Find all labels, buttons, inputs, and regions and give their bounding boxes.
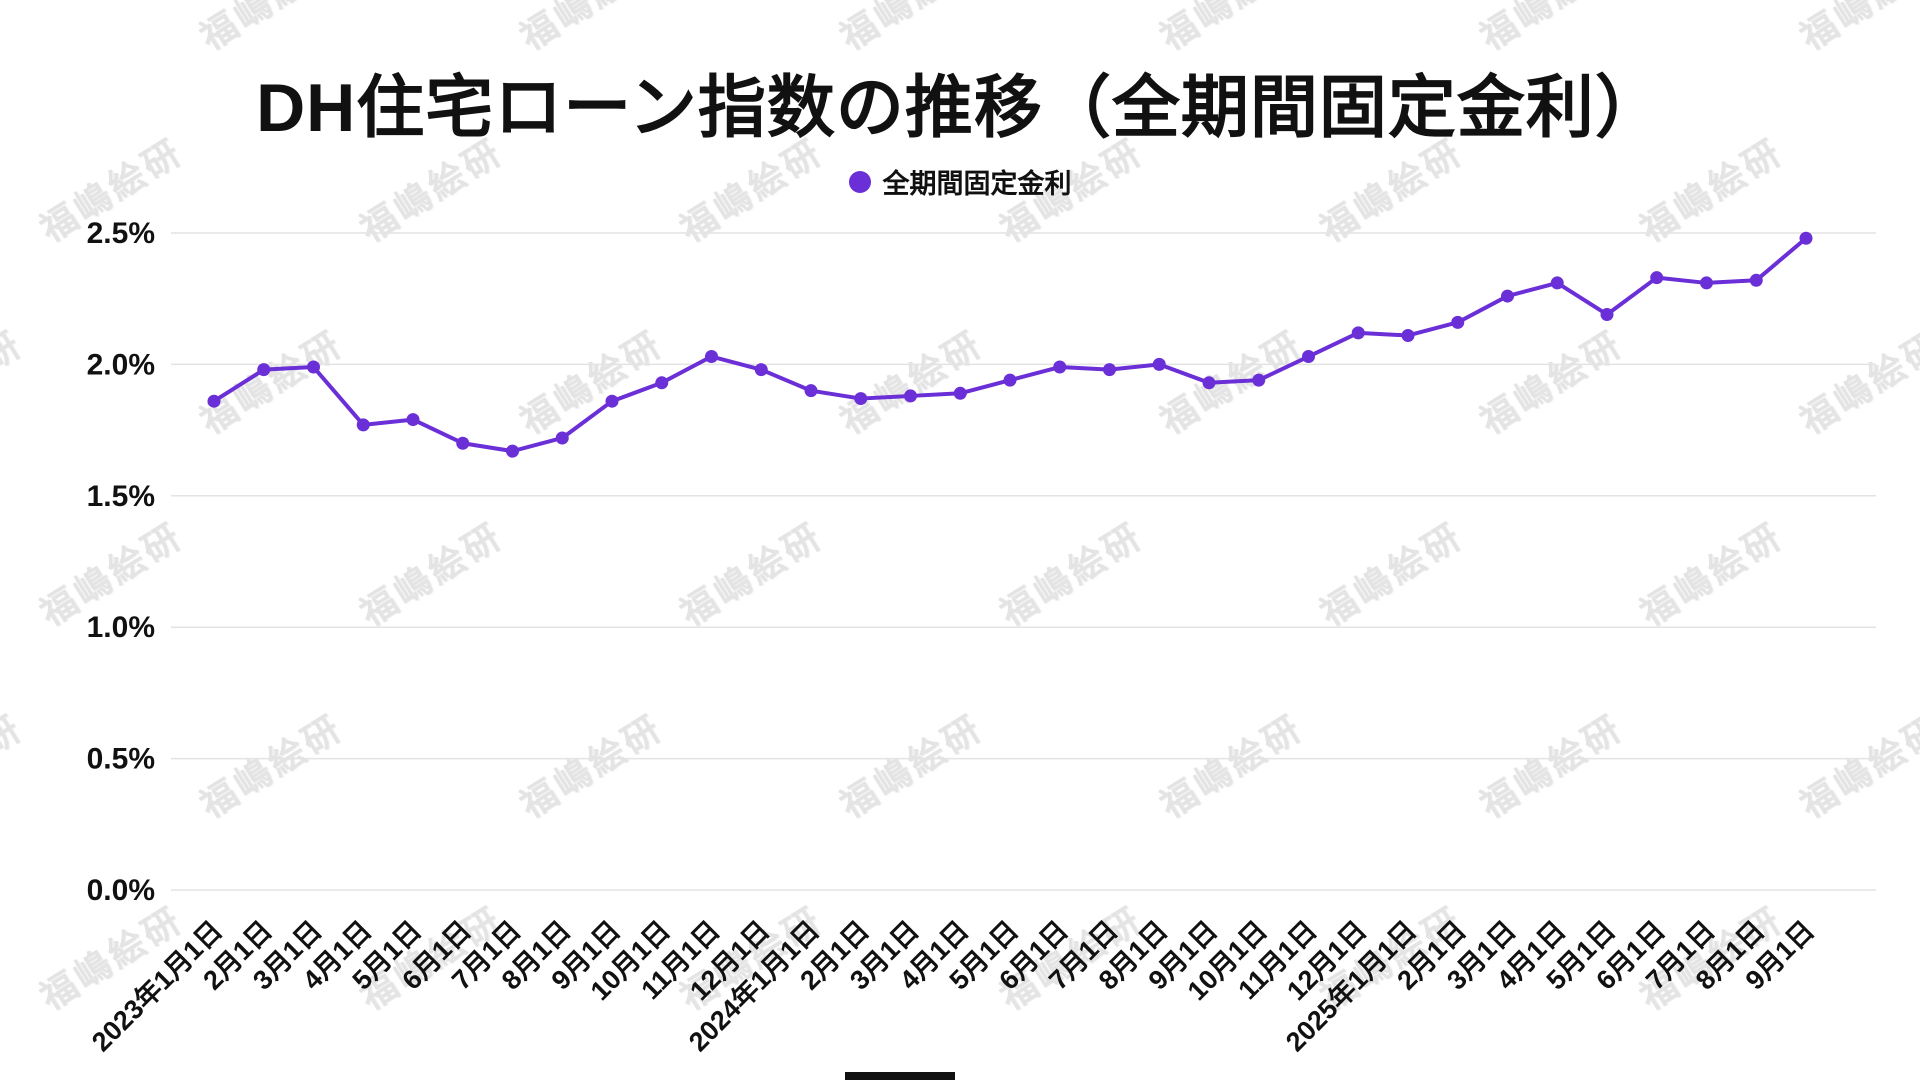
gridlines-group	[171, 232, 1876, 891]
data-points	[207, 231, 1813, 458]
data-point	[307, 360, 320, 374]
legend-label: 全期間固定金利	[882, 169, 1072, 199]
data-point	[804, 384, 818, 398]
data-point	[257, 363, 271, 377]
data-point	[1103, 363, 1116, 377]
data-point	[754, 363, 768, 377]
legend-marker-icon	[848, 170, 871, 193]
y-tick-label: 1.5%	[87, 480, 155, 513]
y-tick-label: 1.0%	[87, 611, 155, 644]
legend: 全期間固定金利	[0, 162, 1920, 201]
chart-title: DH住宅ローン指数の推移（全期間固定金利）	[256, 70, 1664, 146]
data-point	[1451, 315, 1465, 329]
data-point	[456, 436, 470, 450]
data-point	[1003, 373, 1017, 387]
data-point	[605, 394, 619, 408]
data-point	[1550, 276, 1564, 290]
series-line	[212, 236, 1808, 454]
y-tick-label: 2.5%	[87, 217, 155, 250]
data-point	[854, 392, 868, 406]
data-point	[1749, 273, 1763, 287]
data-point	[207, 394, 221, 408]
data-point	[1799, 231, 1813, 245]
data-point	[1501, 289, 1514, 303]
x-tick-label: 2023年1月1日	[85, 914, 228, 1057]
data-point	[1650, 271, 1664, 285]
data-point	[1351, 326, 1365, 340]
data-point	[705, 350, 718, 364]
data-point	[1302, 350, 1315, 364]
data-point	[1252, 373, 1266, 387]
y-tick-label: 0.5%	[87, 743, 155, 776]
data-point	[406, 413, 420, 427]
data-point	[953, 386, 967, 400]
data-point	[506, 444, 519, 458]
y-tick-label: 2.0%	[87, 348, 155, 381]
data-point	[1202, 376, 1216, 390]
data-point	[904, 389, 917, 403]
y-tick-label: 0.0%	[87, 874, 155, 907]
y-axis-labels: 0.0% 0.5% 1.0% 1.5% 2.0% 2.5%	[87, 217, 155, 907]
data-point	[655, 376, 669, 390]
data-point	[1053, 360, 1067, 374]
x-axis-labels: 2023年1月1日2月1日3月1日4月1日5月1日6月1日7月1日8月1日9月1…	[85, 914, 1820, 1057]
data-point	[555, 431, 569, 445]
data-point	[1401, 328, 1415, 342]
data-point	[1600, 307, 1614, 321]
data-point	[1700, 276, 1713, 290]
data-point	[356, 418, 370, 432]
data-point	[1152, 357, 1166, 371]
bottom-edge-mark	[845, 1072, 955, 1080]
